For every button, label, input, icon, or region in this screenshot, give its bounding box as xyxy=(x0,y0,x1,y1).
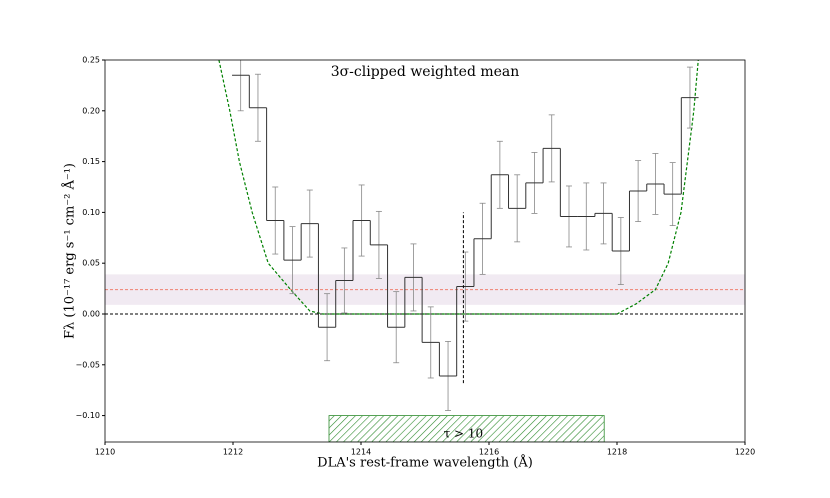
y-tick-label: 0.05 xyxy=(82,259,100,268)
y-tick-label: 0.25 xyxy=(82,56,100,65)
axes-frame xyxy=(104,59,746,443)
x-tick-label: 1210 xyxy=(95,448,115,457)
x-tick-label: 1218 xyxy=(607,448,627,457)
x-tick-label: 1214 xyxy=(351,448,371,457)
x-tick-label: 1212 xyxy=(223,448,243,457)
y-tick-label: 0.20 xyxy=(82,106,100,115)
y-tick-label: −0.10 xyxy=(75,411,100,420)
step-connector xyxy=(248,75,682,376)
chart-title: 3σ-clipped weighted mean xyxy=(331,64,520,80)
plot-area xyxy=(105,60,745,442)
x-tick-label: 1220 xyxy=(735,448,755,457)
y-tick-label: 0.00 xyxy=(82,309,100,318)
model-curve xyxy=(218,60,699,315)
y-axis-label: Fλ (10⁻¹⁷ erg s⁻¹ cm⁻² Å⁻¹) xyxy=(62,163,78,339)
hatch-region xyxy=(328,415,605,442)
x-axis-label: DLA's rest-frame wavelength (Å) xyxy=(317,455,533,471)
x-tick-label: 1216 xyxy=(479,448,499,457)
y-tick-label: 0.10 xyxy=(82,208,100,217)
y-tick-label: −0.05 xyxy=(75,360,100,369)
hatch-label: τ > 10 xyxy=(444,426,484,440)
y-tick-label: 0.15 xyxy=(82,157,100,166)
